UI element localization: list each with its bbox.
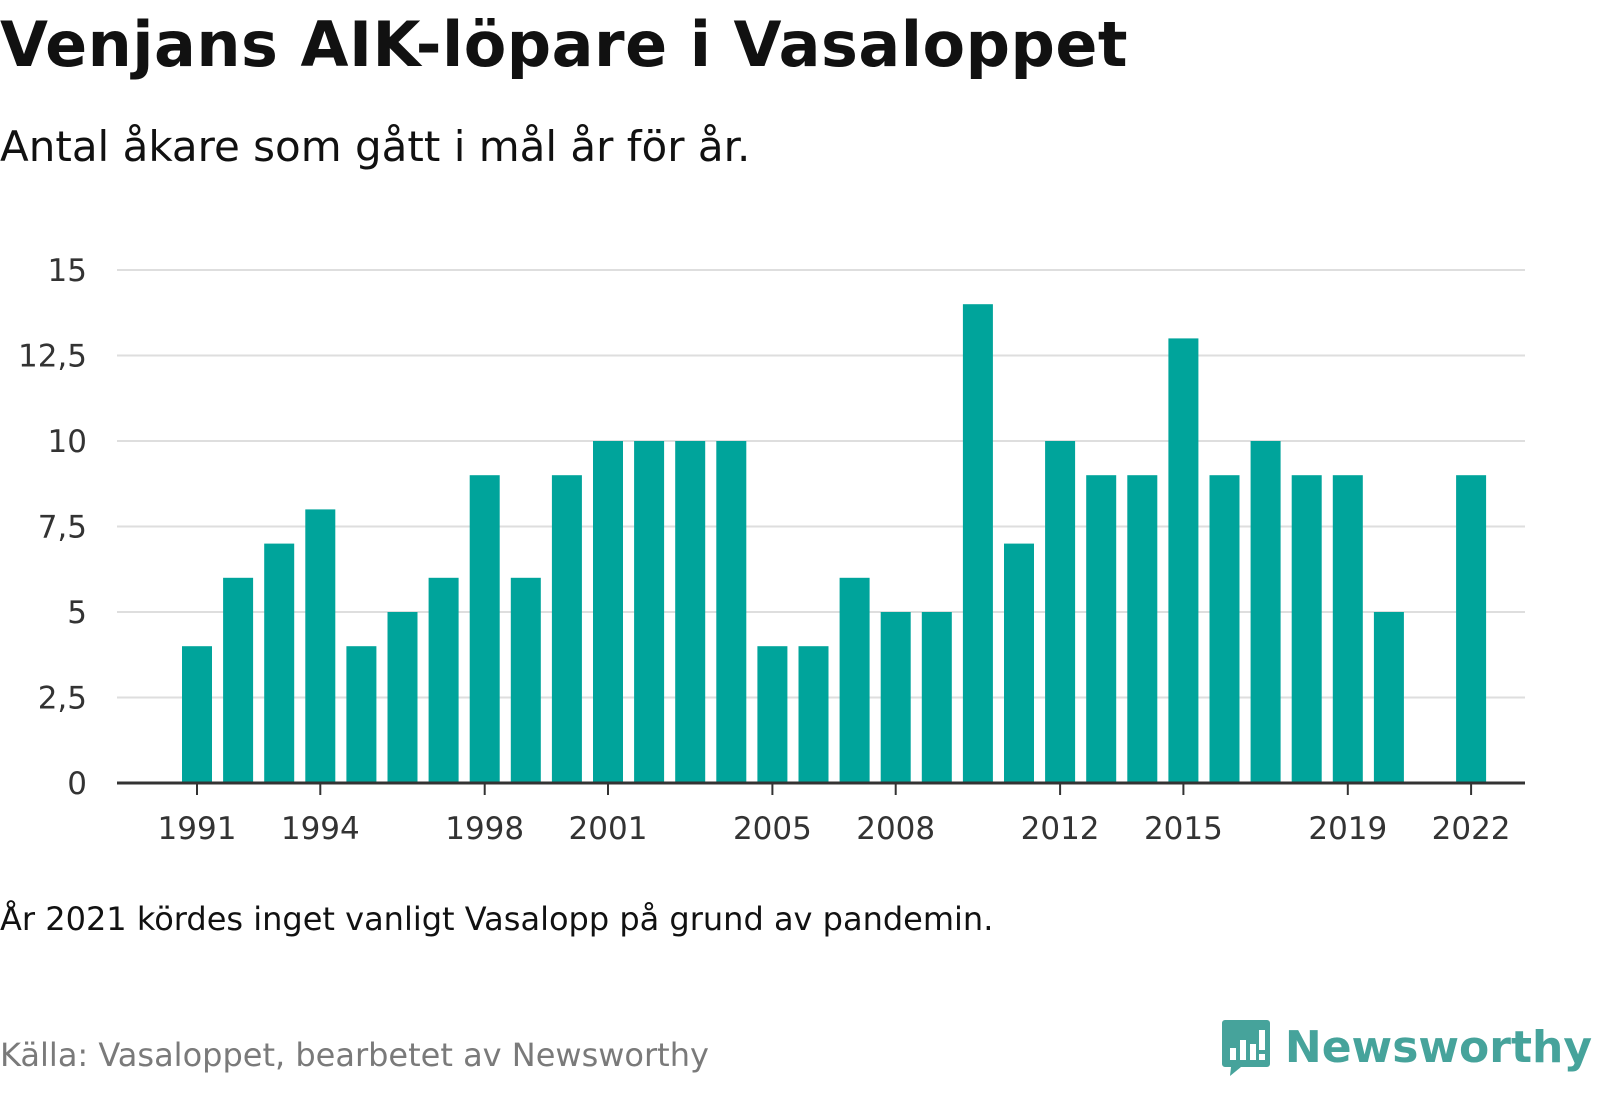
bar-2011	[1004, 543, 1034, 783]
x-tick-label: 2012	[1021, 811, 1100, 847]
bar-1996	[387, 612, 418, 783]
bar-2005	[757, 646, 788, 783]
bar-1999	[510, 577, 541, 783]
chart-note: År 2021 kördes inget vanligt Vasalopp på…	[0, 900, 994, 938]
y-tick-label: 15	[48, 253, 87, 289]
x-tick-label: 2015	[1144, 811, 1223, 847]
bar-2007	[839, 577, 870, 783]
bar-1993	[264, 543, 295, 783]
bar-2003	[675, 441, 706, 783]
y-tick-label: 0	[67, 766, 87, 802]
bar-2013	[1086, 475, 1117, 783]
x-tick-label: 2005	[733, 811, 812, 847]
bar-2008	[880, 612, 911, 783]
x-tick-label: 2022	[1432, 811, 1511, 847]
bar-1994	[305, 509, 336, 783]
bar-2020	[1373, 612, 1404, 783]
bar-2014	[1127, 475, 1158, 783]
chart-subtitle: Antal åkare som gått i mål år för år.	[0, 122, 751, 171]
bar-2002	[634, 441, 665, 783]
bar-2018	[1291, 475, 1322, 783]
bar-2004	[716, 441, 747, 783]
bar-2022	[1456, 475, 1487, 783]
bar-2010	[962, 304, 993, 783]
bar-2009	[921, 612, 952, 783]
brand-name: Newsworthy	[1284, 1021, 1592, 1073]
bar-1992	[223, 577, 254, 783]
x-tick-label: 1991	[158, 811, 237, 847]
bar-2017	[1250, 441, 1281, 783]
y-tick-label: 7,5	[38, 510, 87, 546]
x-tick-label: 1998	[445, 811, 524, 847]
bar-1995	[346, 646, 377, 783]
x-tick-label: 2001	[569, 811, 648, 847]
bar-2015	[1168, 338, 1199, 783]
chart-source: Källa: Vasaloppet, bearbetet av Newswort…	[0, 1036, 709, 1074]
y-tick-label: 5	[67, 595, 87, 631]
x-tick-label: 1994	[281, 811, 360, 847]
bar-2000	[551, 475, 582, 783]
newsworthy-logo-icon	[1221, 1020, 1270, 1076]
brand-logo: Newsworthy	[1221, 1018, 1592, 1076]
bar-1991	[182, 646, 212, 783]
bar-2019	[1332, 475, 1363, 783]
x-tick-label: 2019	[1308, 811, 1387, 847]
y-tick-label: 10	[48, 424, 87, 460]
y-tick-label: 12,5	[18, 339, 87, 375]
bar-1997	[428, 577, 459, 783]
y-tick-label: 2,5	[38, 681, 87, 717]
bar-2012	[1045, 441, 1076, 783]
bar-chart: 0 2,5 5 7,5 10 12,5 15 1991 1994 1998 2001 2005 2008…	[18, 253, 1525, 847]
bar-2016	[1209, 475, 1240, 783]
bar-2006	[798, 646, 829, 783]
x-tick-label: 2008	[856, 811, 935, 847]
bar-2001	[593, 441, 623, 783]
chart-title: Venjans AIK-löpare i Vasaloppet	[0, 8, 1129, 81]
bar-1998	[469, 475, 500, 783]
